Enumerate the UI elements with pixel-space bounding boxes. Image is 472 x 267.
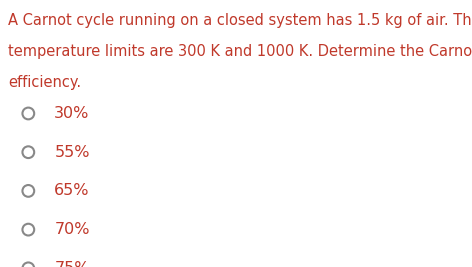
Text: A Carnot cycle running on a closed system has 1.5 kg of air. The: A Carnot cycle running on a closed syste… bbox=[8, 13, 472, 28]
Text: temperature limits are 300 K and 1000 K. Determine the Carnot cycle: temperature limits are 300 K and 1000 K.… bbox=[8, 44, 472, 59]
Text: 55%: 55% bbox=[54, 145, 90, 160]
Text: 75%: 75% bbox=[54, 261, 90, 267]
Text: efficiency.: efficiency. bbox=[8, 75, 82, 90]
Text: 30%: 30% bbox=[54, 106, 90, 121]
Text: 70%: 70% bbox=[54, 222, 90, 237]
Text: 65%: 65% bbox=[54, 183, 90, 198]
